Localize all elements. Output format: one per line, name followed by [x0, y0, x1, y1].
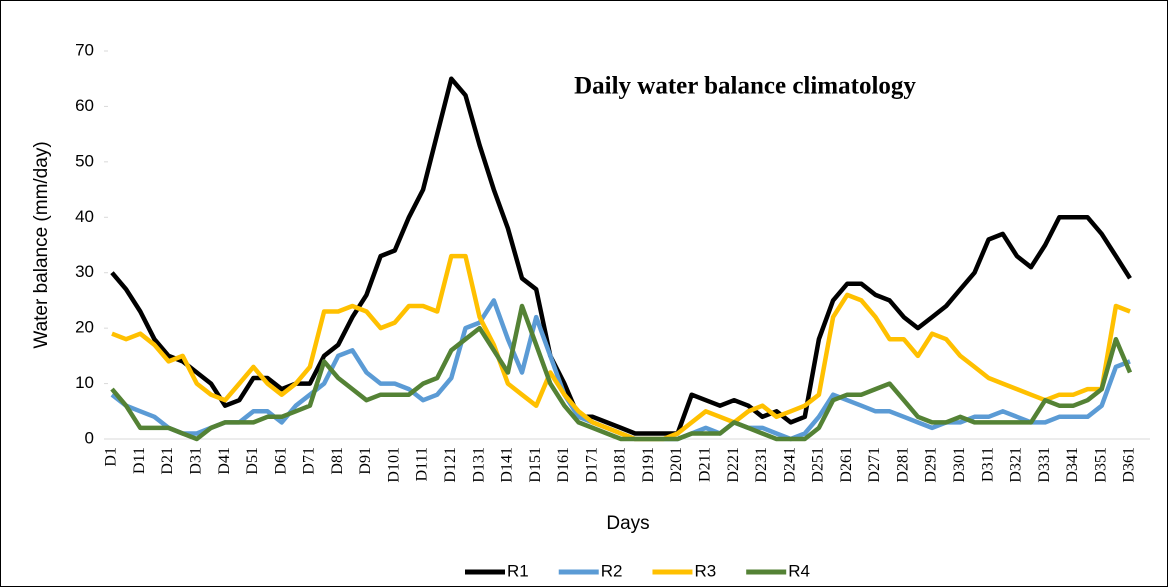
x-tick-label: D201 [668, 447, 685, 483]
x-tick-label: D281 [894, 447, 911, 483]
x-tick-label: D321 [1008, 447, 1025, 483]
y-tick-label: 60 [75, 96, 94, 115]
x-tick-label: D231 [753, 447, 770, 483]
x-tick-label: D121 [442, 447, 459, 483]
x-tick-label: D131 [470, 447, 487, 483]
x-tick-label: D191 [640, 447, 657, 483]
x-tick-label: D41 [216, 447, 233, 475]
x-tick-label: D81 [329, 447, 346, 475]
x-tick-label: D341 [1064, 447, 1081, 483]
y-axis-label: Water balance (mm/day) [31, 141, 52, 348]
x-tick-label: D21 [159, 447, 176, 475]
x-tick-label: D351 [1092, 447, 1109, 483]
legend-label: R3 [694, 561, 716, 580]
chart-title: Daily water balance climatology [574, 73, 916, 100]
x-tick-label: D221 [725, 447, 742, 483]
y-tick-label: 70 [75, 40, 94, 59]
x-tick-label: D61 [272, 447, 289, 475]
x-tick-label: D111 [414, 447, 431, 481]
x-tick-label: D1 [103, 447, 120, 467]
x-tick-label: D101 [385, 447, 402, 483]
series-line [111, 253, 1131, 442]
x-tick-label: D51 [244, 447, 261, 475]
x-tick-label: D161 [555, 447, 572, 483]
y-tick-label: 30 [75, 262, 94, 281]
x-tick-label: D331 [1036, 447, 1053, 483]
x-tick-label: D241 [781, 447, 798, 483]
x-tick-label: D211 [697, 447, 714, 482]
x-tick-label: D361 [1121, 447, 1138, 483]
x-axis-label: Days [606, 513, 649, 534]
x-tick-label: D31 [188, 447, 205, 475]
x-tick-label: D141 [499, 447, 516, 483]
legend-label: R4 [788, 561, 810, 580]
x-tick-label: D271 [866, 447, 883, 483]
x-tick-label: D291 [923, 447, 940, 483]
x-tick-label: D261 [838, 447, 855, 483]
series-line [110, 303, 1133, 442]
x-tick-label: D151 [527, 447, 544, 483]
x-tick-label: D181 [612, 447, 629, 483]
y-tick-label: 50 [75, 151, 94, 170]
y-tick-label: 20 [75, 318, 94, 337]
series-line [110, 76, 1132, 436]
y-tick-label: 40 [75, 207, 94, 226]
x-tick-label: D311 [979, 447, 996, 482]
x-tick-label: D251 [810, 447, 827, 483]
x-tick-label: D91 [357, 447, 374, 475]
x-tick-label: D301 [951, 447, 968, 483]
y-tick-label: 0 [85, 428, 94, 447]
y-tick-label: 10 [75, 373, 94, 392]
x-tick-label: D71 [301, 447, 318, 475]
legend-label: R1 [507, 561, 529, 580]
legend-label: R2 [601, 561, 623, 580]
x-tick-label: D11 [131, 447, 148, 474]
x-tick-label: D171 [583, 447, 600, 483]
